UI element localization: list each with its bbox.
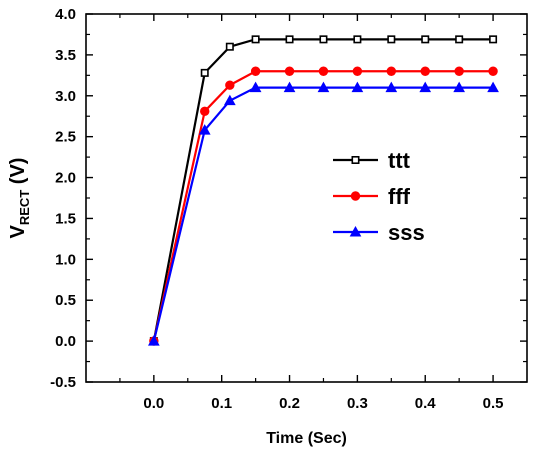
legend-label: ttt <box>388 148 411 173</box>
plot-area-series <box>147 35 499 346</box>
series-fff <box>149 66 498 346</box>
data-point-fff <box>386 66 397 76</box>
x-tick-label: 0.2 <box>279 395 300 412</box>
data-point-ttt <box>251 35 260 44</box>
x-tick-label: 0.0 <box>143 395 164 412</box>
data-point-sss <box>317 81 330 93</box>
legend: ttt fff sss <box>333 148 425 245</box>
data-point-fff <box>284 66 295 76</box>
legend-entry-fff: fff <box>333 184 411 209</box>
axes: 0.0 0.1 0.2 0.3 0.4 0.5 -0.5 0.0 0.5 1.0 1.5 2.0 2.5… <box>50 6 528 412</box>
data-point-fff <box>352 66 363 76</box>
x-tick-label: 0.3 <box>347 395 368 412</box>
data-point-sss <box>147 335 160 346</box>
x-tick-label: 0.4 <box>415 395 437 412</box>
data-point-fff <box>318 66 329 76</box>
legend-swatch-marker <box>349 225 362 237</box>
data-point-ttt <box>489 35 498 44</box>
data-point-ttt <box>353 35 362 44</box>
data-point-ttt <box>455 35 464 44</box>
data-point-sss <box>283 81 296 93</box>
y-tick-label: 4.0 <box>55 6 76 23</box>
x-tick-label: 0.1 <box>211 395 232 412</box>
y-tick-label: 2.0 <box>55 170 76 187</box>
y-tick-label: -0.5 <box>50 374 76 391</box>
data-point-sss <box>198 124 211 135</box>
data-point-fff <box>488 66 498 76</box>
y-tick-label: 3.5 <box>55 47 76 64</box>
legend-swatch-marker <box>350 191 361 201</box>
x-tick-label: 0.5 <box>483 395 504 412</box>
data-point-ttt <box>200 68 209 77</box>
data-point-sss <box>249 81 262 93</box>
y-tick-label: 1.0 <box>55 251 76 268</box>
y-tick-label: 0.0 <box>55 333 76 350</box>
data-point-fff <box>250 66 261 76</box>
data-point-sss <box>385 81 398 93</box>
data-point-fff <box>225 80 235 90</box>
series-sss <box>147 81 499 346</box>
legend-label: fff <box>388 184 411 209</box>
y-tick-label: 0.5 <box>55 292 76 309</box>
legend-entry-ttt: ttt <box>333 148 411 173</box>
y-axis-title: VRECT (V) <box>7 158 32 239</box>
legend-entry-sss: sss <box>333 220 425 245</box>
data-point-ttt <box>225 42 234 51</box>
y-axis-title-main: V <box>7 224 29 238</box>
y-tick-label: 2.5 <box>55 129 76 146</box>
data-point-sss <box>419 81 432 93</box>
y-tick-label: 3.0 <box>55 88 76 105</box>
legend-label: sss <box>388 220 425 245</box>
data-point-fff <box>420 66 430 76</box>
data-point-sss <box>351 81 364 93</box>
data-point-ttt <box>421 35 430 44</box>
data-point-ttt <box>387 35 396 44</box>
data-point-ttt <box>285 35 294 44</box>
data-point-sss <box>487 81 499 93</box>
series-ttt <box>149 35 498 346</box>
data-point-fff <box>454 66 464 76</box>
x-axis-title: Time (Sec) <box>266 430 347 447</box>
axis-titles: Time (Sec) VRECT (V) <box>7 158 347 447</box>
data-point-sss <box>453 81 466 93</box>
data-point-ttt <box>319 35 328 44</box>
data-point-fff <box>200 106 210 117</box>
data-point-sss <box>223 94 236 106</box>
y-axis-title-unit: (V) <box>7 158 29 190</box>
y-tick-label: 1.5 <box>55 210 76 227</box>
legend-swatch-marker <box>351 156 360 165</box>
y-axis-title-subscript: RECT <box>17 190 32 225</box>
